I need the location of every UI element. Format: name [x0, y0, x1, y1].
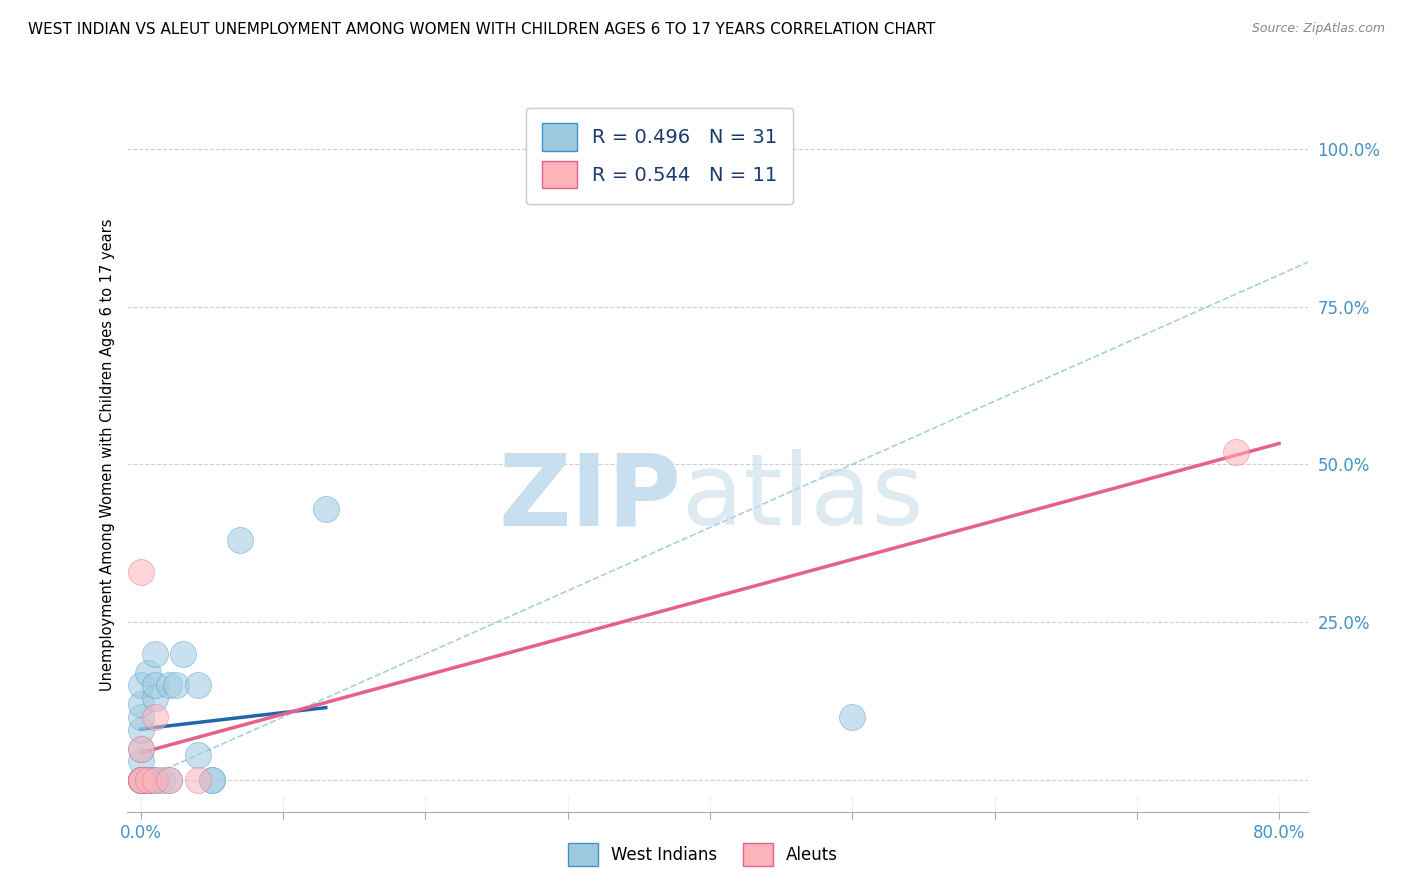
Point: [157, 773, 180, 788]
Point: [229, 533, 252, 548]
Point: [172, 647, 194, 661]
Point: [143, 647, 166, 661]
Point: [143, 773, 166, 788]
Text: Source: ZipAtlas.com: Source: ZipAtlas.com: [1251, 22, 1385, 36]
Text: atlas: atlas: [682, 450, 924, 546]
Point: [136, 773, 159, 788]
Point: [157, 678, 180, 692]
Point: [136, 773, 159, 788]
Point: [143, 691, 166, 706]
Point: [1225, 444, 1247, 458]
Point: [129, 773, 152, 788]
Point: [150, 773, 173, 788]
Point: [129, 698, 152, 712]
Point: [129, 773, 152, 788]
Point: [129, 754, 152, 768]
Point: [187, 678, 209, 692]
Point: [157, 773, 180, 788]
Point: [136, 665, 159, 680]
Point: [129, 678, 152, 692]
Point: [143, 678, 166, 692]
Point: [136, 773, 159, 788]
Legend: West Indians, Aleuts: West Indians, Aleuts: [560, 835, 846, 875]
Point: [143, 773, 166, 788]
Y-axis label: Unemployment Among Women with Children Ages 6 to 17 years: Unemployment Among Women with Children A…: [100, 219, 115, 691]
Point: [129, 773, 152, 788]
Point: [201, 773, 224, 788]
Point: [129, 723, 152, 737]
Point: [187, 747, 209, 762]
Point: [129, 773, 152, 788]
Point: [129, 565, 152, 579]
Point: [201, 773, 224, 788]
Legend: R = 0.496   N = 31, R = 0.544   N = 11: R = 0.496 N = 31, R = 0.544 N = 11: [526, 108, 793, 203]
Point: [129, 773, 152, 788]
Point: [841, 710, 863, 724]
Point: [129, 710, 152, 724]
Point: [129, 773, 152, 788]
Point: [187, 773, 209, 788]
Text: WEST INDIAN VS ALEUT UNEMPLOYMENT AMONG WOMEN WITH CHILDREN AGES 6 TO 17 YEARS C: WEST INDIAN VS ALEUT UNEMPLOYMENT AMONG …: [28, 22, 935, 37]
Point: [129, 773, 152, 788]
Point: [129, 741, 152, 756]
Point: [165, 678, 187, 692]
Point: [143, 710, 166, 724]
Point: [129, 773, 152, 788]
Text: ZIP: ZIP: [499, 450, 682, 546]
Point: [129, 741, 152, 756]
Point: [129, 773, 152, 788]
Point: [315, 501, 337, 516]
